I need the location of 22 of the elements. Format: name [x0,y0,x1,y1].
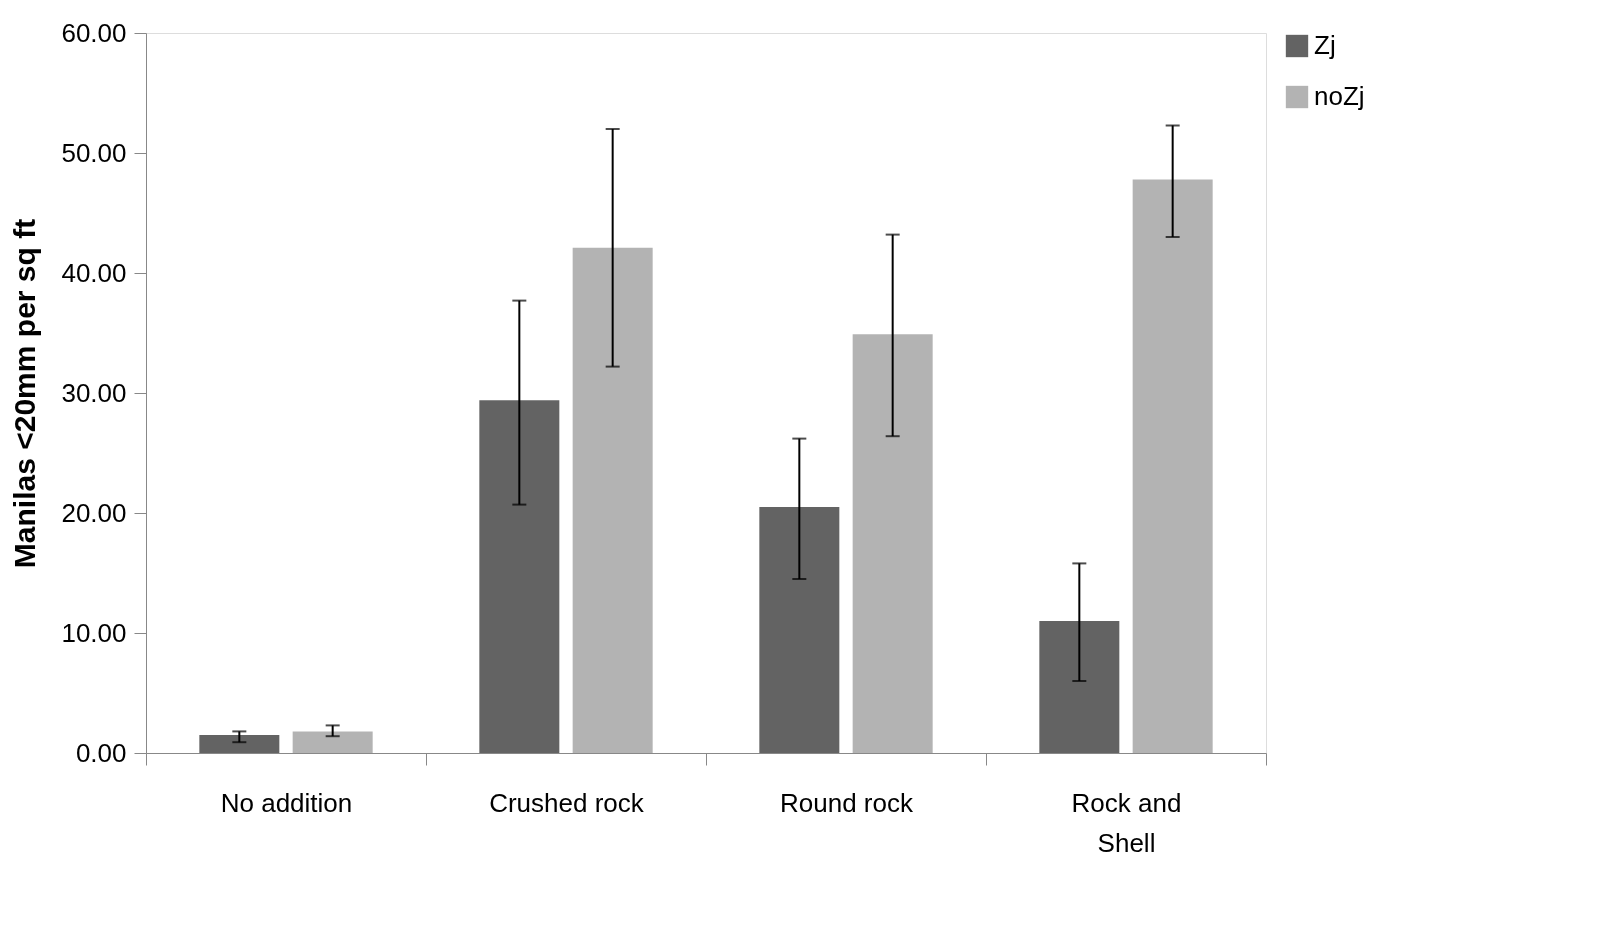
bar [572,247,653,753]
bar [199,735,280,753]
y-tick-label: 30.00 [61,377,127,408]
x-tick-label: No addition [220,787,353,818]
bar [292,731,373,753]
y-axis-title: Manilas <20mm per sq ft [8,218,42,569]
x-tick-label: Round rock [780,787,914,818]
y-tick-label: 10.00 [61,617,127,648]
y-tick-label: 0.00 [75,737,127,768]
legend-label: Zj [1314,30,1336,60]
legend-label: noZj [1314,81,1365,111]
y-tick-label: 40.00 [61,257,127,288]
bar [759,507,840,753]
bar [1132,179,1213,753]
y-tick-label: 50.00 [61,137,127,168]
bar [1039,621,1120,753]
y-tick-label: 20.00 [61,497,127,528]
x-tick-label: Crushed rock [489,787,645,818]
y-tick-label: 60.00 [61,17,127,48]
x-tick-label: Rock and Shell [1071,787,1182,858]
bar [852,334,933,753]
bar [479,400,560,753]
